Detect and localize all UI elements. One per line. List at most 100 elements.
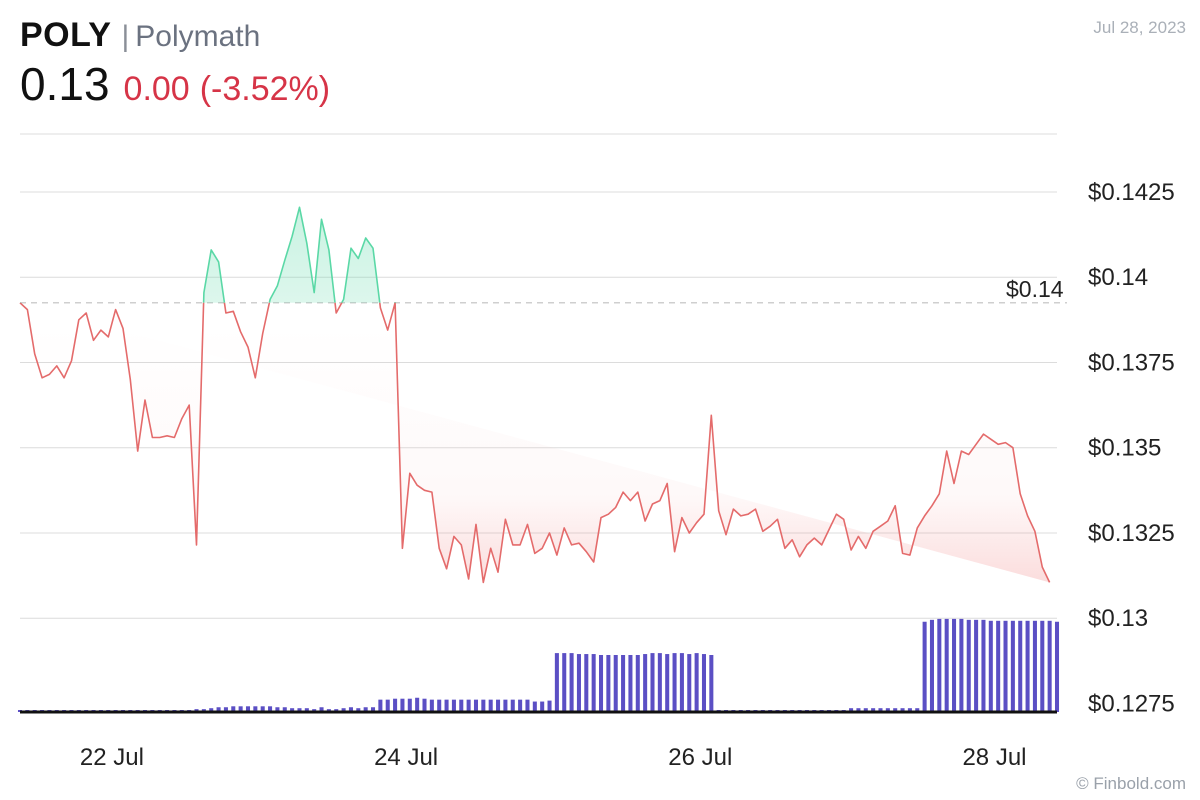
volume-bar [981, 619, 986, 712]
volume-bar [238, 706, 243, 712]
volume-bar [245, 706, 251, 712]
volume-bar [591, 654, 596, 712]
volume-bar [856, 708, 861, 712]
volume-bar [422, 698, 427, 712]
volume-bar [348, 707, 353, 712]
volume-bar [944, 618, 949, 712]
area-below-reference [20, 302, 1050, 583]
volume-bar [540, 701, 545, 712]
volume-bar [966, 619, 971, 712]
asset-name: Polymath [135, 20, 261, 53]
x-tick-label: 28 Jul [962, 744, 1026, 771]
volume-bar [628, 655, 633, 712]
volume-bar [598, 655, 604, 712]
volume-bar [282, 707, 287, 712]
y-tick-label: $0.1325 [1088, 520, 1175, 547]
volume-bar [893, 708, 898, 712]
volume-bar [672, 653, 677, 712]
y-tick-label: $0.1375 [1088, 349, 1175, 376]
volume-bar [1018, 620, 1023, 712]
volume-bar [260, 706, 265, 712]
volume-bar [871, 708, 876, 712]
volume-bar [1025, 620, 1030, 712]
x-tick-label: 22 Jul [80, 744, 144, 771]
volume-bar [996, 620, 1001, 712]
volume-bar [209, 708, 214, 712]
volume-bar [952, 618, 957, 712]
volume-bar [488, 699, 493, 712]
volume-bar [319, 707, 324, 712]
volume-bar [849, 708, 854, 712]
volume-bar [459, 699, 464, 712]
volume-bar [1040, 620, 1045, 712]
volume-bar [907, 708, 912, 712]
volume-bar [253, 706, 258, 712]
volume-bar [297, 708, 302, 712]
volume-bar [532, 701, 537, 712]
volume-bar [959, 618, 964, 712]
volume-bar [701, 654, 707, 712]
volume-bar [1054, 621, 1060, 712]
volume-bar [503, 699, 508, 712]
volume-bar [657, 653, 662, 712]
volume-bar [584, 654, 589, 712]
y-axis: $0.1425 $0.14 $0.1375 $0.135 $0.1325 $0.13 $0.… [1088, 179, 1175, 718]
volume-bar [885, 708, 890, 712]
volume-bar [650, 653, 655, 712]
volume-bar [341, 708, 346, 712]
x-tick-label: 24 Jul [374, 744, 438, 771]
volume-bar [466, 699, 471, 712]
y-tick-label: $0.1275 [1088, 690, 1175, 717]
volume-bar [1047, 620, 1052, 712]
volume-bar [444, 699, 449, 712]
volume-bar [223, 707, 228, 712]
volume-bar [304, 708, 309, 712]
volume-bar [393, 698, 398, 712]
volume-bar [385, 699, 390, 712]
volume-bar [900, 708, 905, 712]
volume-bar [231, 706, 236, 712]
volume-bar [496, 699, 501, 712]
volume-bar [415, 697, 420, 712]
volume-bar [510, 699, 515, 712]
volume-bar [547, 700, 552, 712]
volume-bar [665, 654, 670, 712]
volume-bar [929, 619, 934, 712]
price-line-below [19, 302, 1051, 584]
volume-bar [988, 620, 993, 712]
volume-bar [635, 655, 640, 712]
ticker-symbol: POLY [20, 16, 112, 54]
x-tick-label: 26 Jul [668, 744, 732, 771]
volume-bar [518, 699, 523, 712]
volume-bar [1010, 620, 1015, 712]
volume-bar [679, 653, 684, 712]
reference-label: $0.14 [1006, 276, 1064, 302]
price-change: 0.00 [123, 70, 190, 108]
credit-text: © Finbold.com [1076, 774, 1186, 793]
volume-bar [576, 654, 581, 712]
volume-bar [606, 655, 611, 712]
volume-bar [437, 699, 442, 712]
volume-bar [363, 707, 368, 712]
volume-bar [937, 618, 942, 712]
volume-bar [370, 707, 376, 712]
volume-bar [621, 655, 626, 712]
area-above-reference [203, 207, 380, 303]
y-tick-label: $0.13 [1088, 605, 1148, 632]
volume-bar [451, 699, 456, 712]
volume-bar [429, 699, 434, 712]
volume-bar [863, 708, 868, 712]
volume-bar [974, 619, 979, 712]
chart-date: Jul 28, 2023 [1093, 18, 1186, 37]
chart-header: POLY | Polymath 0.13 0.00 (-3.52%) [20, 16, 330, 111]
volume-bar [473, 699, 479, 712]
volume-bar [400, 698, 405, 712]
volume-bar [356, 708, 361, 712]
volume-bar [915, 708, 920, 712]
volume-bar [525, 699, 530, 712]
y-tick-label: $0.1425 [1088, 179, 1175, 206]
volume-bar [694, 653, 699, 712]
volume-bar [1032, 620, 1037, 712]
volume-bar [878, 708, 883, 712]
